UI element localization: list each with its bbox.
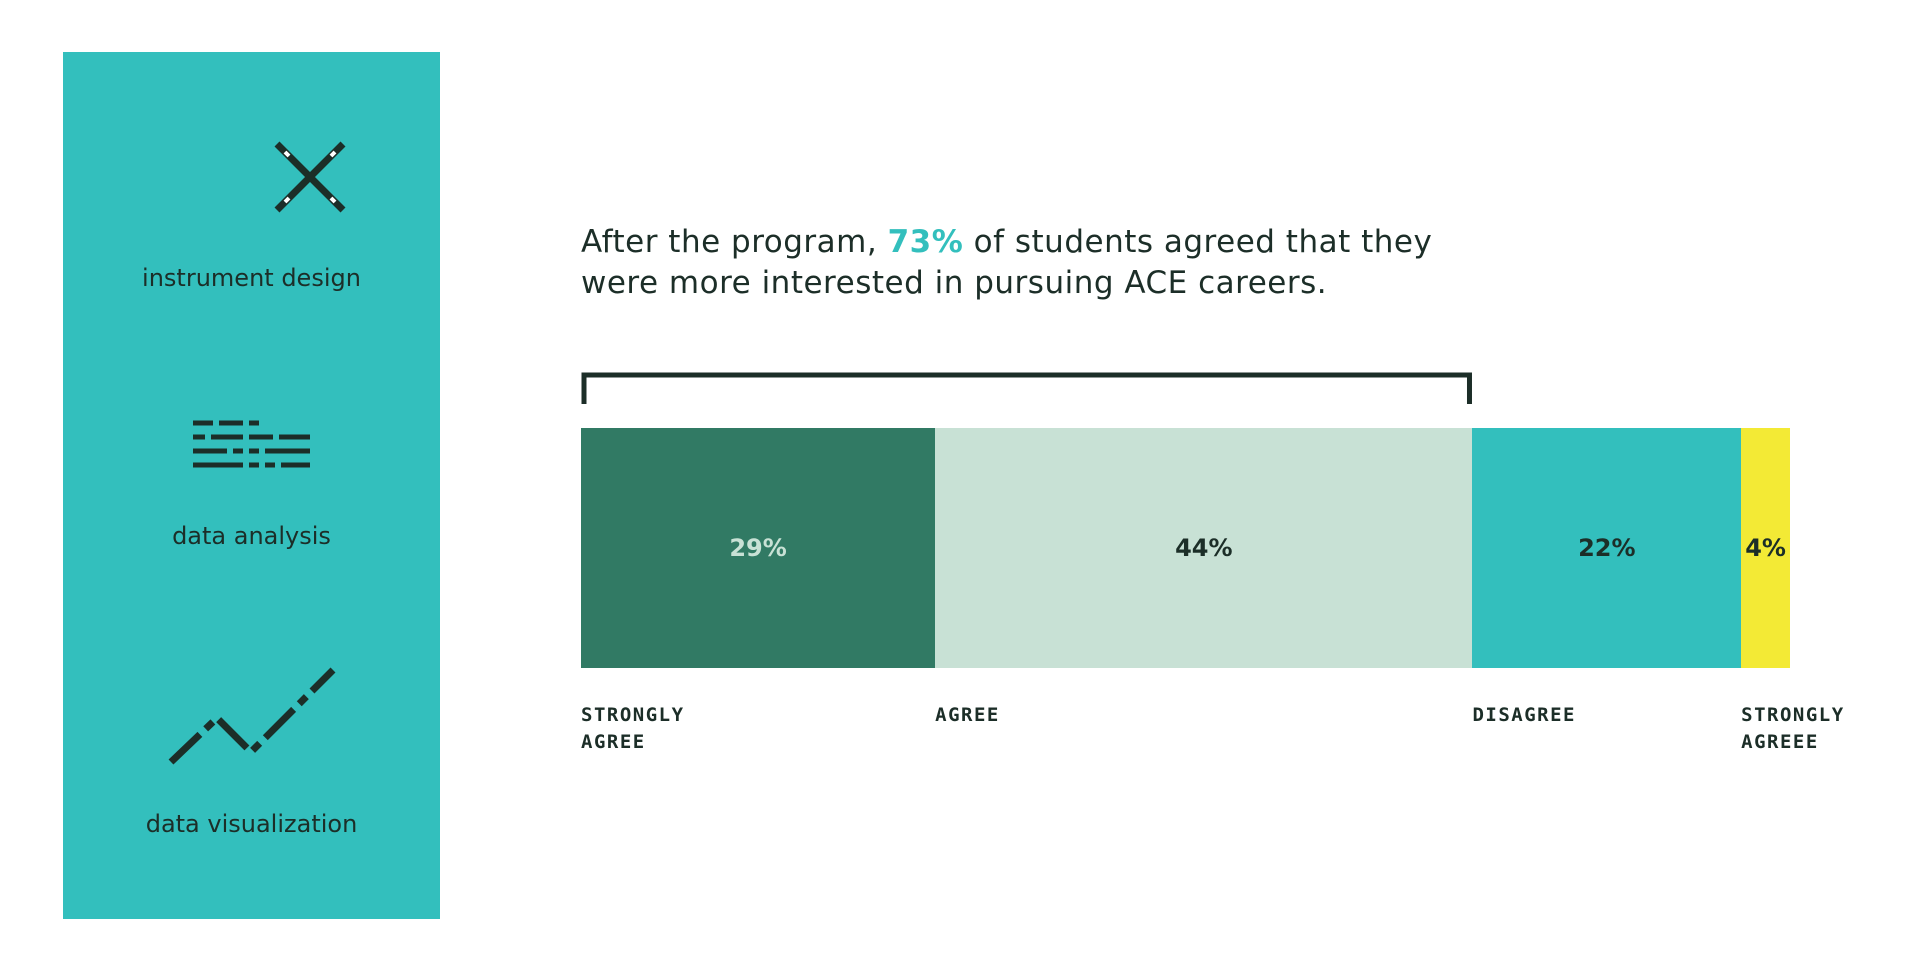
value-label: 44% (1175, 534, 1233, 562)
side-label: data analysis (172, 522, 331, 550)
bracket-line (581, 372, 1472, 404)
bar-segment: 22% (1472, 428, 1742, 668)
headline-highlight: 73% (887, 224, 964, 260)
chart: 29% STRONGLY AGREE 44% AGREE 22% DISAGREE 4% ST… (581, 360, 1843, 780)
category-label: DISAGREE (1472, 704, 1576, 726)
icon-data-visualization (168, 667, 336, 765)
bar-segment: 4% (1741, 428, 1790, 668)
icon-instrument-design (274, 141, 346, 213)
headline-text: of students agreed that they were more i… (581, 224, 1433, 301)
side-label: instrument design (142, 264, 361, 292)
category-label: AGREE (935, 704, 1000, 726)
icon-data-analysis (193, 420, 310, 468)
value-label: 4% (1745, 534, 1786, 562)
value-label: 29% (729, 534, 787, 562)
headline: After the program, 73% of students agree… (581, 222, 1481, 304)
bar-segment: 29% (581, 428, 936, 668)
category-label: STRONGLY AGREEE (1741, 704, 1845, 753)
value-label: 22% (1578, 534, 1636, 562)
category-label: STRONGLY AGREE (581, 704, 685, 753)
agree-bracket (581, 372, 1472, 404)
headline-text: After the program, (581, 224, 878, 260)
bar-segment: 44% (935, 428, 1473, 668)
sidebar: instrument design data analysis data vis… (63, 52, 440, 919)
side-label: data visualization (145, 810, 358, 838)
